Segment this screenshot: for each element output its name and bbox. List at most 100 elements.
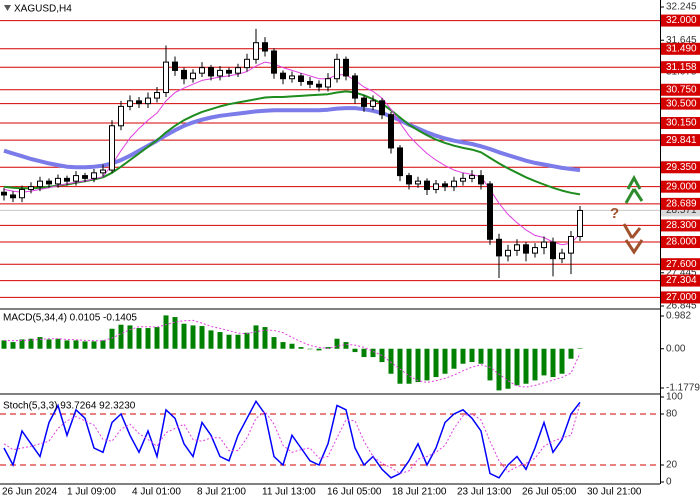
current-price-label: 28.571 [666, 205, 697, 216]
candle-body [208, 67, 214, 77]
candle-body [343, 58, 349, 77]
level-label-box [661, 161, 700, 174]
macd-bar [316, 348, 322, 351]
macd-bar [190, 325, 196, 349]
macd-bar [370, 348, 376, 358]
candle-body [28, 186, 34, 190]
macd-bar [424, 348, 430, 381]
level-label: 31.490 [666, 43, 697, 54]
macd-bar [118, 324, 124, 349]
level-label-box [661, 197, 700, 210]
macd-bar [406, 348, 412, 384]
level-label: 32.000 [666, 15, 697, 26]
candle-body [127, 100, 133, 107]
marks-layer [1, 28, 583, 479]
candle-body [397, 147, 403, 177]
level-label: 29.841 [666, 135, 697, 146]
candle-body [244, 58, 250, 69]
y-tick-label: -1.1779 [666, 383, 700, 394]
x-tick-label: 4 Jul 01:00 [132, 487, 181, 498]
level-label-box [661, 219, 700, 232]
level-label: 28.000 [666, 237, 697, 248]
x-tick-label: 30 Jul 21:00 [587, 487, 642, 498]
chart-title: XAGUSD,H4 [14, 4, 72, 15]
candle-body [361, 97, 367, 107]
macd-bar [109, 328, 115, 349]
macd-bar [514, 348, 520, 386]
macd-bar [46, 339, 52, 349]
macd-bar [334, 338, 340, 349]
candle-body [370, 100, 376, 107]
y-tick-label: 27.445 [666, 267, 697, 278]
macd-bar [217, 332, 223, 349]
down-arrow [622, 223, 644, 255]
annotation: ? [610, 205, 619, 222]
macd-bar [145, 328, 151, 349]
candle-body [523, 244, 529, 254]
candle-body [262, 42, 268, 52]
candle-body [406, 175, 412, 185]
candle-body [505, 249, 511, 257]
macd-bar [559, 348, 565, 374]
candle-body [226, 69, 232, 74]
level-label-box [661, 83, 700, 96]
macd-bar [154, 327, 160, 349]
candle-body [235, 67, 241, 74]
x-tick-label: 8 Jul 21:00 [197, 487, 246, 498]
macd-bar [199, 326, 205, 349]
macd-bar [19, 339, 25, 349]
level-label-box [661, 42, 700, 55]
candle-body [559, 252, 565, 260]
x-tick-label: 1 Jul 09:00 [67, 487, 116, 498]
macd-bar [253, 325, 259, 349]
macd-bar [82, 341, 88, 349]
macd-bar [496, 348, 502, 391]
candle-body [577, 209, 583, 238]
macd-bar [37, 337, 43, 349]
x-tick-label: 26 Jul 05:00 [522, 487, 577, 498]
macd-bar [505, 348, 511, 389]
level-label-box [661, 134, 700, 147]
moving-average [3, 106, 581, 173]
y-tick-label: 80 [666, 409, 678, 420]
x-tick-label: 23 Jul 13:00 [457, 487, 512, 498]
y-tick-label: 100 [666, 392, 683, 403]
macd-title: MACD(5,34,4) 0.0105 -0.1405 [3, 313, 137, 324]
level-label: 28.689 [666, 199, 697, 210]
candle-body [100, 169, 106, 174]
level-label: 27.304 [666, 275, 697, 286]
candle-body [109, 125, 115, 171]
y-tick-label: 26.845 [666, 301, 697, 312]
macd-bar [442, 348, 448, 374]
level-label: 27.000 [666, 292, 697, 303]
candle-body [550, 241, 556, 260]
y-tick-label: 20 [666, 460, 678, 471]
x-tick-label: 26 Jun 2024 [2, 487, 57, 498]
macd-bar [343, 342, 349, 349]
macd-bar [487, 348, 493, 381]
candle-body [352, 75, 358, 99]
y-tick-label: 0.00 [666, 343, 686, 354]
macd-bar [91, 341, 97, 349]
candle-body [280, 72, 286, 80]
macd-bar [523, 348, 529, 384]
stoch-d-line [3, 403, 581, 475]
candle-body [217, 69, 223, 77]
level-label: 27.600 [666, 259, 697, 270]
y-tick-label: 31.645 [666, 35, 697, 46]
stoch-title: Stoch(5,3,3) 93.7264 92.3230 [3, 401, 136, 412]
macd-bar [100, 340, 106, 349]
level-label: 28.300 [666, 220, 697, 231]
macd-bar [181, 323, 187, 349]
candle-body [532, 247, 538, 254]
candle-body [181, 69, 187, 80]
level-label: 30.150 [666, 118, 697, 129]
candle-body [73, 175, 79, 182]
level-label-box [661, 117, 700, 130]
candle-body [37, 180, 43, 188]
macd-bar [352, 348, 358, 353]
signal-line [3, 319, 581, 388]
candle-body [91, 172, 97, 179]
candle-body [10, 194, 16, 199]
candle-body [289, 75, 295, 80]
